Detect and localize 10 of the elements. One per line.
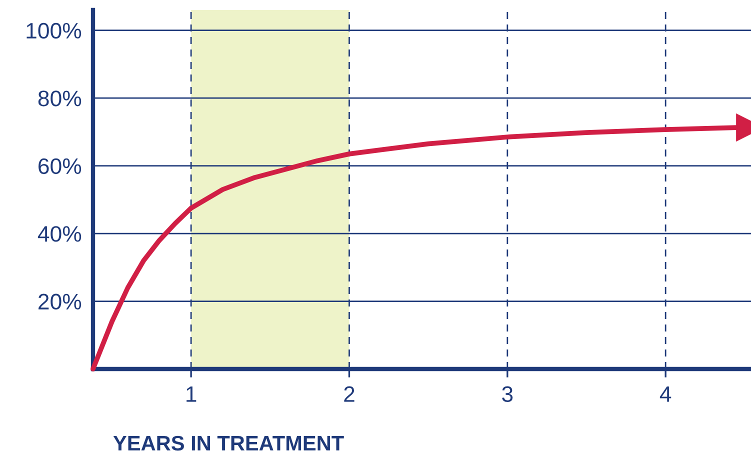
y-tick-label: 100% [26, 22, 82, 39]
x-tick-label: 3 [502, 386, 513, 402]
x-axis-title: YEARS IN TREATMENT [113, 436, 344, 451]
x-tick-label: 1 [186, 386, 196, 402]
y-tick-label: 60% [38, 158, 82, 174]
y-tick-label: 80% [38, 90, 82, 106]
x-tick-label: 2 [344, 386, 354, 402]
y-tick-label: 40% [38, 226, 82, 242]
x-tick-label: 4 [660, 386, 672, 402]
y-tick-label: 20% [38, 294, 82, 310]
